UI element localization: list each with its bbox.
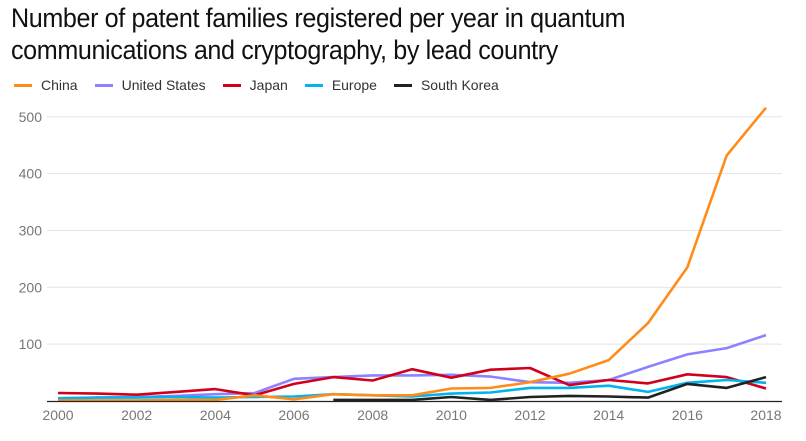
x-tick-label: 2006: [278, 407, 309, 423]
legend-swatch-china: [14, 83, 32, 87]
y-axis-labels: 100 200 300 400 500: [19, 109, 43, 352]
legend-swatch-japan: [222, 83, 241, 87]
x-tick-label: 2008: [357, 407, 388, 423]
x-tick-label: 2018: [750, 407, 781, 423]
y-tick-label: 500: [19, 109, 43, 125]
x-tick-label: 2016: [672, 407, 703, 423]
x-tick-label: 2014: [593, 407, 624, 423]
legend-label-south-korea: South Korea: [420, 77, 499, 93]
y-tick-label: 200: [19, 279, 43, 295]
legend-item-europe[interactable]: Europe: [304, 77, 377, 93]
legend-swatch-europe: [304, 83, 323, 87]
series-line-japan[interactable]: [57, 366, 767, 397]
x-tick-label: 2000: [42, 407, 73, 423]
x-axis-labels: 2000 2002 2004 2006 2008 2010 2012 2014 2016 2018: [42, 407, 781, 423]
legend-item-south-korea[interactable]: South Korea: [393, 77, 499, 93]
x-tick-label: 2004: [200, 407, 231, 423]
legend-item-united-states[interactable]: United States: [94, 77, 206, 93]
x-tick-label: 2012: [514, 407, 545, 423]
legend-swatch-united-states: [94, 83, 113, 87]
series-line-south-korea[interactable]: [333, 375, 767, 402]
legend-swatch-south-korea: [393, 83, 412, 87]
legend-label-japan: Japan: [249, 77, 288, 93]
legend-item-china[interactable]: China: [14, 77, 78, 93]
series-lines: [57, 106, 768, 402]
legend-item-japan[interactable]: Japan: [222, 77, 288, 93]
gridlines: [47, 116, 782, 345]
x-tick-label: 2010: [436, 407, 467, 423]
chart-title: Number of patent families registered per…: [11, 3, 626, 65]
series-line-china[interactable]: [58, 106, 768, 402]
legend-label-united-states: United States: [121, 77, 206, 93]
y-tick-label: 100: [19, 336, 43, 352]
legend-label-europe: Europe: [331, 77, 377, 93]
legend-label-china: China: [41, 77, 78, 93]
legend: China United States Japan Europe South K…: [14, 77, 516, 93]
y-tick-label: 400: [19, 166, 43, 182]
y-tick-label: 300: [19, 222, 43, 238]
x-tick-label: 2002: [121, 407, 152, 423]
